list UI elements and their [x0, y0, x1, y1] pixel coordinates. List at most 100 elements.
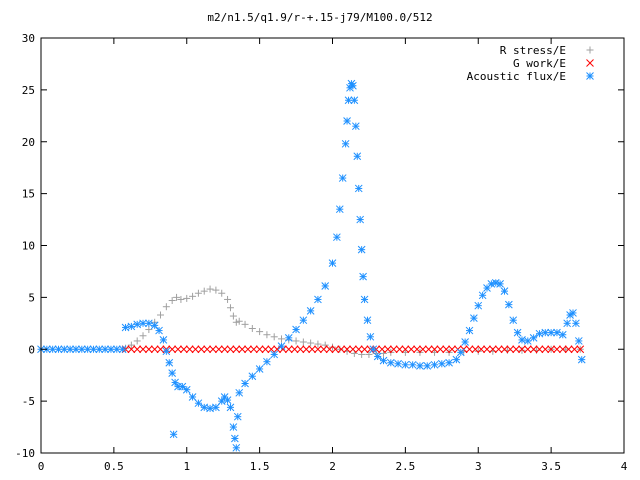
- series-2-point: [118, 345, 127, 354]
- series-1-point: [174, 345, 182, 354]
- series-2-point: [491, 278, 500, 287]
- series-2-point: [168, 369, 177, 377]
- series-1-point: [442, 345, 451, 354]
- series-2-point: [349, 81, 357, 90]
- series-2-point: [321, 282, 330, 290]
- series-1-point: [512, 345, 520, 354]
- series-1-point: [384, 345, 392, 354]
- series-1-point: [407, 345, 416, 354]
- series-0-point: [183, 294, 191, 302]
- series-0-point: [235, 317, 243, 325]
- series-2-point: [445, 358, 453, 367]
- series-1-point: [448, 345, 456, 354]
- series-0-point: [263, 331, 271, 339]
- series-2-point: [505, 300, 513, 309]
- series-1-point: [314, 345, 322, 354]
- series-1-point: [547, 345, 555, 354]
- series-1-point: [337, 345, 346, 354]
- series-1-point: [127, 345, 136, 354]
- series-0-point: [139, 332, 147, 340]
- series-2-point: [270, 350, 279, 359]
- series-2-point: [292, 325, 300, 334]
- series-1-point: [308, 345, 316, 354]
- legend-marker: [586, 59, 594, 67]
- series-1-point: [354, 345, 363, 354]
- series-2-point: [299, 316, 308, 325]
- series-2-point: [373, 352, 382, 361]
- y-tick-label: 5: [28, 291, 35, 304]
- series-0-point: [189, 292, 197, 300]
- series-2-point: [356, 215, 365, 224]
- series-1-point: [139, 345, 147, 354]
- series-0-point: [365, 350, 373, 358]
- series-2-point: [194, 399, 203, 408]
- series-2-point: [230, 434, 239, 443]
- series-0-point: [292, 337, 300, 345]
- series-2-point: [366, 332, 375, 341]
- x-tick-label: 1.5: [250, 460, 270, 473]
- series-2-point: [241, 379, 249, 388]
- series-2-point: [487, 280, 496, 288]
- series-1-point: [518, 345, 526, 354]
- series-1-point: [389, 345, 398, 354]
- series-2-point: [284, 333, 293, 342]
- series-2-point: [155, 326, 163, 335]
- x-tick-label: 3: [475, 460, 482, 473]
- series-1-point: [214, 345, 223, 354]
- series-2-point: [500, 287, 509, 296]
- series-1-point: [284, 345, 293, 354]
- plot-area: [37, 79, 586, 452]
- y-tick-label: 20: [22, 136, 35, 149]
- series-2-point: [165, 358, 174, 367]
- series-1-point: [419, 345, 427, 354]
- series-2-point: [386, 358, 395, 367]
- series-1-point: [179, 345, 188, 354]
- series-2-point: [169, 430, 178, 439]
- series-2-point: [150, 321, 159, 330]
- series-2-point: [353, 152, 362, 161]
- series-0-point: [157, 311, 165, 319]
- series-1-point: [325, 345, 334, 354]
- y-tick-label: 25: [22, 84, 35, 97]
- series-1-point: [150, 345, 159, 354]
- series-2-point: [338, 174, 347, 182]
- series-1-point: [558, 345, 567, 354]
- series-1-point: [378, 345, 386, 354]
- series-2-point: [226, 403, 235, 412]
- series-2-point: [223, 396, 232, 404]
- series-2-point: [474, 301, 483, 310]
- series-1-point: [249, 345, 258, 354]
- series-2-point: [359, 272, 367, 281]
- series-2-point: [518, 336, 526, 344]
- axis-ticks: 0 0.5 1 1.5 2 2.5 3 3.5 4 -10 -5 0 5 10 15 20 25 30: [15, 32, 628, 473]
- y-tick-label: 15: [22, 188, 35, 201]
- series-2-point: [529, 333, 538, 342]
- series-1-point: [331, 345, 340, 354]
- series-2-point: [379, 356, 388, 365]
- y-tick-label: -5: [22, 395, 35, 408]
- series-2-point: [314, 295, 322, 304]
- series-1-point: [401, 345, 410, 354]
- series-2-point: [235, 388, 244, 397]
- series-2-point: [217, 397, 226, 405]
- series-1-point: [494, 345, 503, 354]
- series-1-point: [191, 345, 200, 354]
- series-2-point: [496, 280, 504, 288]
- series-2-point: [162, 347, 171, 356]
- x-tick-label: 0.5: [104, 460, 124, 473]
- series-2-point: [563, 319, 572, 328]
- y-tick-label: 10: [22, 240, 35, 253]
- series-0-point: [218, 289, 226, 297]
- series-2-point: [159, 336, 168, 344]
- series-2-point: [513, 328, 522, 337]
- series-1-point: [232, 345, 241, 354]
- series-1-point: [523, 345, 532, 354]
- series-2-point: [121, 323, 130, 332]
- x-tick-label: 0: [38, 460, 45, 473]
- x-tick-label: 4: [621, 460, 628, 473]
- series-1-point: [471, 345, 480, 354]
- series-0-point: [127, 341, 135, 349]
- series-0-point: [173, 293, 181, 301]
